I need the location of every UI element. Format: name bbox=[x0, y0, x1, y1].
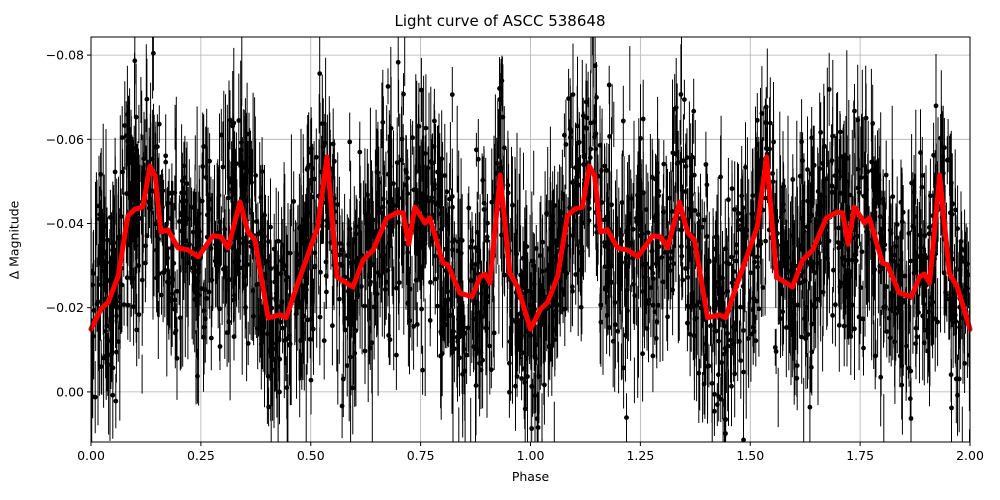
x-tick-label: 1.25 bbox=[626, 448, 654, 463]
x-tick-label: 1.75 bbox=[846, 448, 874, 463]
x-tick-label: 0.25 bbox=[187, 448, 215, 463]
model-curve bbox=[88, 154, 973, 332]
x-tick-label: 0.75 bbox=[407, 448, 435, 463]
observation-points bbox=[91, 37, 970, 442]
x-axis-label: Phase bbox=[511, 469, 550, 484]
y-tick-label: −0.06 bbox=[46, 132, 84, 147]
x-tick-label: 1.00 bbox=[517, 448, 545, 463]
x-tick-label: 0.00 bbox=[77, 448, 105, 463]
y-tick-label: −0.08 bbox=[46, 48, 84, 63]
y-tick-label: −0.04 bbox=[46, 216, 84, 231]
x-tick-label: 0.50 bbox=[297, 448, 325, 463]
y-axis-ticks: −0.08 −0.06 −0.04 −0.02 0.00 bbox=[46, 48, 91, 399]
x-axis-ticks: 0.00 0.25 0.50 0.75 1.00 1.25 1.50 1.75 2.00 bbox=[77, 442, 984, 463]
x-tick-label: 1.50 bbox=[736, 448, 764, 463]
y-tick-label: 0.00 bbox=[56, 384, 84, 399]
y-tick-label: −0.02 bbox=[46, 300, 84, 315]
x-tick-label: 2.00 bbox=[956, 448, 984, 463]
y-axis-label: Δ Magnitude bbox=[6, 200, 22, 280]
chart-title: Light curve of ASCC 538648 bbox=[394, 12, 606, 30]
